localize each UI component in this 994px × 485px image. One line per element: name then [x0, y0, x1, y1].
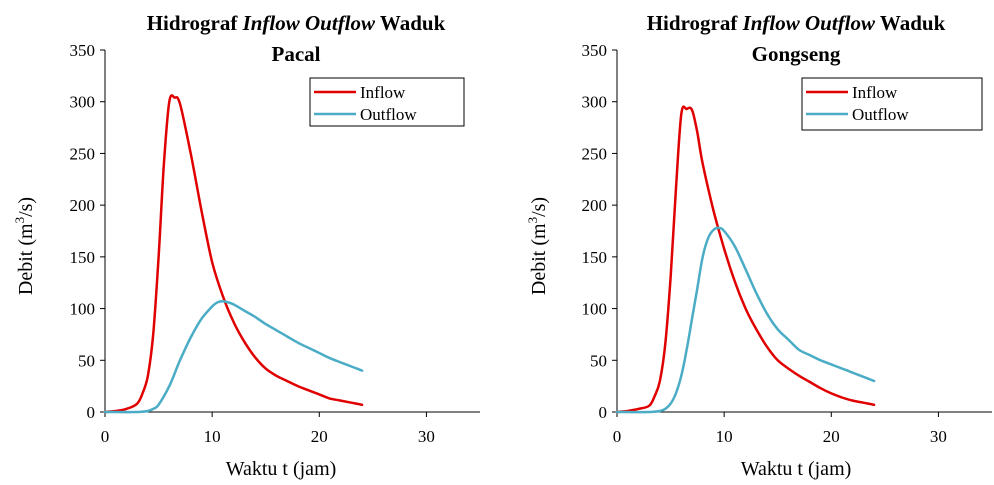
series-line-outflow	[103, 300, 364, 414]
y-tick-label: 300	[70, 93, 96, 112]
chart-title-italic: Inflow Outflow	[242, 11, 376, 35]
series-line-inflow	[103, 94, 364, 414]
legend-label-outflow: Outflow	[852, 105, 909, 124]
x-tick-label: 10	[204, 427, 221, 446]
x-tick-label: 0	[613, 427, 622, 446]
chart-title: Hidrograf Inflow Outflow Waduk	[647, 11, 946, 35]
x-axis-label: Waktu t (jam)	[226, 458, 337, 480]
y-tick-label: 0	[599, 403, 608, 422]
y-tick-label: 0	[87, 403, 96, 422]
y-tick-label: 200	[582, 196, 608, 215]
y-tick-label: 50	[78, 351, 95, 370]
y-tick-label: 350	[582, 41, 608, 60]
y-axis-label: Debit (m3/s)	[12, 197, 37, 295]
y-axis-label: Debit (m3/s)	[525, 197, 550, 295]
legend: Inflow Outflow	[801, 77, 983, 131]
x-tick-label: 10	[716, 427, 733, 446]
chart-panel-1: Hidrograf Inflow Outflow Waduk Pacal 0 50 10…	[12, 11, 480, 480]
chart-title: Hidrograf Inflow Outflow Waduk	[147, 11, 446, 35]
y-tick-label: 150	[582, 248, 608, 267]
x-tick-label: 20	[823, 427, 840, 446]
y-axis-label-sup: 3	[12, 217, 27, 224]
legend-box	[801, 77, 983, 131]
chart-panel-2: Hidrograf Inflow Outflow Waduk Gongseng 0 5…	[525, 11, 992, 480]
chart-title-prefix: Hidrograf	[647, 11, 743, 35]
y-tick-label: 100	[582, 300, 608, 319]
y-axis-label-main: Debit (m	[528, 223, 550, 295]
legend-label-inflow: Inflow	[360, 83, 406, 102]
y-tick-label: 50	[590, 351, 607, 370]
legend-label-outflow: Outflow	[360, 105, 417, 124]
y-axis-label-main: Debit (m	[15, 223, 37, 295]
y-axis-label-sup: 3	[525, 217, 540, 224]
chart-title-line2: Pacal	[272, 42, 321, 66]
x-tick-label: 30	[418, 427, 435, 446]
y-tick-label: 250	[582, 144, 608, 163]
y-tick-label: 200	[70, 196, 96, 215]
x-tick-label: 30	[930, 427, 947, 446]
y-tick-label: 150	[70, 248, 96, 267]
chart-title-suffix: Waduk	[375, 11, 446, 35]
chart-title-line2: Gongseng	[752, 42, 841, 66]
chart-title-italic: Inflow Outflow	[742, 11, 876, 35]
y-axis-label-tail: /s)	[528, 197, 550, 217]
series-line-outflow	[615, 226, 876, 414]
y-tick-label: 300	[582, 93, 608, 112]
legend-label-inflow: Inflow	[852, 83, 898, 102]
x-tick-label: 0	[101, 427, 110, 446]
legend: Inflow Outflow	[309, 77, 465, 127]
x-tick-label: 20	[311, 427, 328, 446]
y-tick-label: 250	[70, 144, 96, 163]
series-line-inflow	[615, 105, 876, 414]
chart-title-suffix: Waduk	[875, 11, 946, 35]
y-tick-label: 350	[70, 41, 96, 60]
legend-box	[309, 77, 465, 127]
x-axis-label: Waktu t (jam)	[741, 458, 852, 480]
y-tick-label: 100	[70, 300, 96, 319]
chart-title-prefix: Hidrograf	[147, 11, 243, 35]
y-axis-label-tail: /s)	[15, 197, 37, 217]
